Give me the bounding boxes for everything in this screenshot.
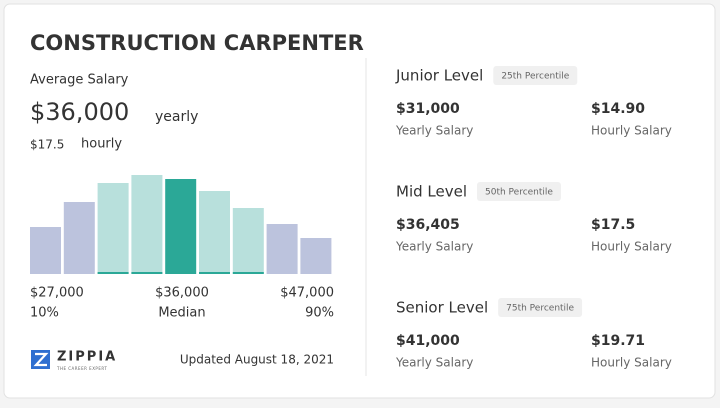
level-hourly-label: Hourly Salary (591, 356, 672, 370)
bar-accent (131, 272, 163, 274)
level-hourly-label: Hourly Salary (591, 240, 672, 254)
range-low: $27,000 (30, 286, 84, 301)
histogram (30, 175, 332, 274)
percentile: 75th Percentile (506, 304, 574, 314)
bar (199, 191, 230, 274)
level-hourly: $19.71 (591, 333, 645, 349)
bar (63, 202, 95, 274)
updated: Updated August 18, 2021 (180, 353, 334, 367)
levels: Junior Level 25th Percentile $31,000 Yearly… (395, 66, 672, 370)
level-name: Senior Level (396, 299, 488, 317)
range-low-label: 10% (30, 306, 59, 321)
average-label: Average Salary (30, 73, 129, 88)
tagline: THE CAREER EXPERT (56, 366, 107, 371)
bar (97, 183, 129, 274)
level-yearly: $41,000 (396, 333, 460, 349)
range-high: $47,000 (280, 286, 334, 301)
bar-accent (232, 272, 264, 274)
bar-accent (97, 272, 129, 274)
average-hourly: $17.5 (30, 138, 64, 152)
level-hourly: $14.90 (591, 101, 645, 117)
title: CONSTRUCTION CARPENTER (30, 31, 364, 55)
bar (300, 238, 332, 274)
percentile-pill (498, 298, 583, 317)
level-hourly: $17.5 (591, 217, 635, 233)
level-name: Junior Level (395, 67, 483, 85)
level-yearly-label: Yearly Salary (395, 240, 473, 254)
average-yearly: $36,000 (30, 98, 129, 126)
percentile-pill (477, 182, 561, 201)
level-yearly-label: Yearly Salary (395, 356, 473, 370)
bar (232, 208, 264, 274)
yearly-unit: yearly (155, 109, 198, 125)
level-yearly: $31,000 (396, 101, 460, 117)
bar-accent (199, 272, 230, 274)
range-high-label: 90% (305, 306, 334, 321)
hourly-unit: hourly (81, 137, 122, 152)
range-mid-label: Median (158, 306, 205, 321)
logo-icon (31, 350, 50, 369)
bar (30, 227, 61, 274)
level-yearly: $36,405 (396, 217, 460, 233)
level-hourly-label: Hourly Salary (591, 124, 672, 138)
percentile-pill (493, 66, 578, 85)
percentile: 50th Percentile (485, 188, 553, 198)
range-mid: $36,000 (155, 286, 209, 301)
percentile: 25th Percentile (501, 72, 569, 82)
bar (165, 179, 197, 274)
level-name: Mid Level (396, 183, 467, 201)
level-yearly-label: Yearly Salary (395, 124, 473, 138)
bar (266, 224, 298, 274)
bar (131, 175, 163, 274)
brand: ZIPPIA (57, 350, 117, 365)
